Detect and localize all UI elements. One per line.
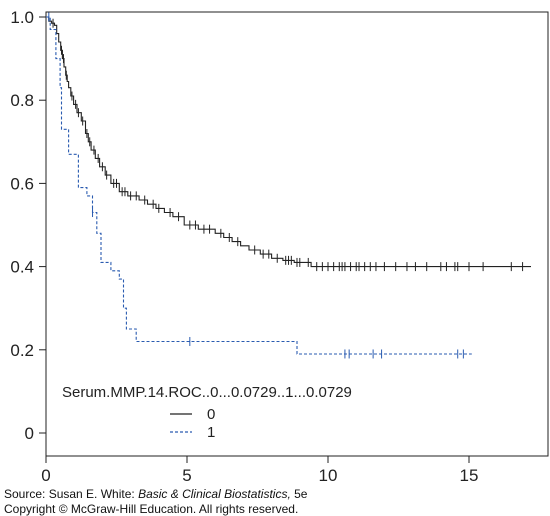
y-tick-label: 0.2 <box>10 341 34 360</box>
copyright-notice: Copyright © McGraw-Hill Education. All r… <box>4 502 299 516</box>
plot-frame <box>45 11 549 457</box>
source-book-title: Basic & Clinical Biostatistics, <box>138 487 291 501</box>
source-prefix: Source: Susan E. White: <box>4 487 139 501</box>
source-citation: Source: Susan E. White: Basic & Clinical… <box>4 487 307 501</box>
y-tick-label: 0.6 <box>10 174 34 193</box>
legend-title: Serum.MMP.14.ROC..0...0.0729..1...0.0729 <box>62 384 352 401</box>
x-tick-label: 10 <box>319 466 338 485</box>
x-tick-label: 0 <box>41 466 50 485</box>
series-0-line <box>46 16 531 268</box>
y-tick-label: 0.4 <box>10 258 34 277</box>
x-tick-label: 5 <box>182 466 191 485</box>
legend-label-0: 0 <box>207 406 215 423</box>
x-tick-label: 15 <box>460 466 479 485</box>
series-1-line <box>46 16 472 355</box>
legend-label-1: 1 <box>207 424 215 441</box>
x-axis: 0 5 10 15 <box>41 456 478 485</box>
y-axis: 0 0.2 0.4 0.6 0.8 1.0 <box>10 8 46 443</box>
source-edition: 5e <box>290 487 308 501</box>
y-tick-label: 0 <box>25 424 34 443</box>
y-tick-label: 1.0 <box>10 8 34 27</box>
legend: Serum.MMP.14.ROC..0...0.0729..1...0.0729… <box>62 384 352 441</box>
y-tick-label: 0.8 <box>10 91 34 110</box>
series-layer <box>46 12 531 359</box>
